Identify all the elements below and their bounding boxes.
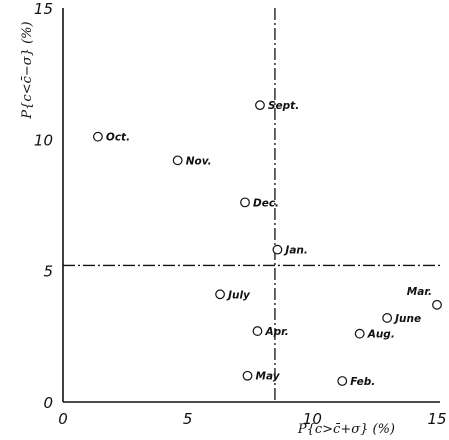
point-label: May — [256, 371, 281, 383]
data-points: Oct. Nov. Dec. Sept. Jan. July Apr. May Feb. Aug.… — [93, 100, 442, 388]
data-point-nov: Nov. — [172, 155, 212, 167]
point-marker — [172, 155, 183, 166]
point-label: Mar. — [407, 286, 432, 298]
y-axis-label: P{c<c̄−σ} (%) — [20, 21, 35, 119]
data-point-apr: Apr. — [252, 326, 289, 338]
y-tick-label: 0 — [43, 394, 53, 412]
point-marker — [242, 370, 253, 381]
data-point-dec: Dec. — [240, 197, 279, 209]
point-marker — [93, 131, 103, 142]
point-label: July — [226, 289, 251, 301]
x-tick-label: 15 — [427, 410, 446, 428]
axes — [62, 8, 440, 403]
data-point-feb: Feb. — [337, 376, 375, 388]
data-point-oct: Oct. — [93, 131, 130, 144]
y-tick-label: 15 — [34, 0, 53, 18]
point-label: June — [393, 313, 421, 325]
point-marker — [252, 326, 263, 336]
point-marker — [272, 244, 283, 255]
point-marker — [215, 289, 225, 300]
data-point-sept: Sept. — [255, 100, 299, 112]
x-tick-label: 10 — [303, 410, 322, 428]
reference-lines — [63, 8, 441, 402]
y-tick-label: 5 — [43, 263, 53, 281]
point-marker — [255, 100, 265, 111]
x-axis-label: P{c>c̄+σ} (%) — [297, 422, 395, 437]
data-point-june: June — [382, 313, 421, 325]
point-label: Nov. — [186, 155, 212, 167]
x-tick-label: 0 — [58, 410, 68, 428]
point-marker — [240, 197, 250, 208]
point-label: Sept. — [268, 100, 299, 112]
point-marker — [354, 328, 365, 339]
point-marker — [382, 313, 393, 323]
x-tick-label: 5 — [183, 410, 193, 428]
point-label: Feb. — [350, 376, 375, 388]
point-marker — [337, 376, 348, 386]
point-label: Dec. — [253, 197, 279, 209]
point-label: Aug. — [367, 329, 395, 341]
point-label: Jan. — [283, 245, 307, 257]
data-point-july: July — [215, 289, 251, 301]
data-point-jan: Jan. — [272, 244, 308, 257]
point-label: Oct. — [106, 132, 130, 144]
point-label: Apr. — [264, 326, 288, 338]
tick-labels: 0 5 10 15 0 5 10 15 — [34, 0, 447, 428]
data-point-aug: Aug. — [354, 328, 395, 341]
data-point-may: May — [242, 370, 281, 383]
data-point-mar: Mar. — [407, 286, 442, 310]
point-marker — [432, 299, 442, 310]
y-tick-label: 10 — [34, 131, 53, 149]
